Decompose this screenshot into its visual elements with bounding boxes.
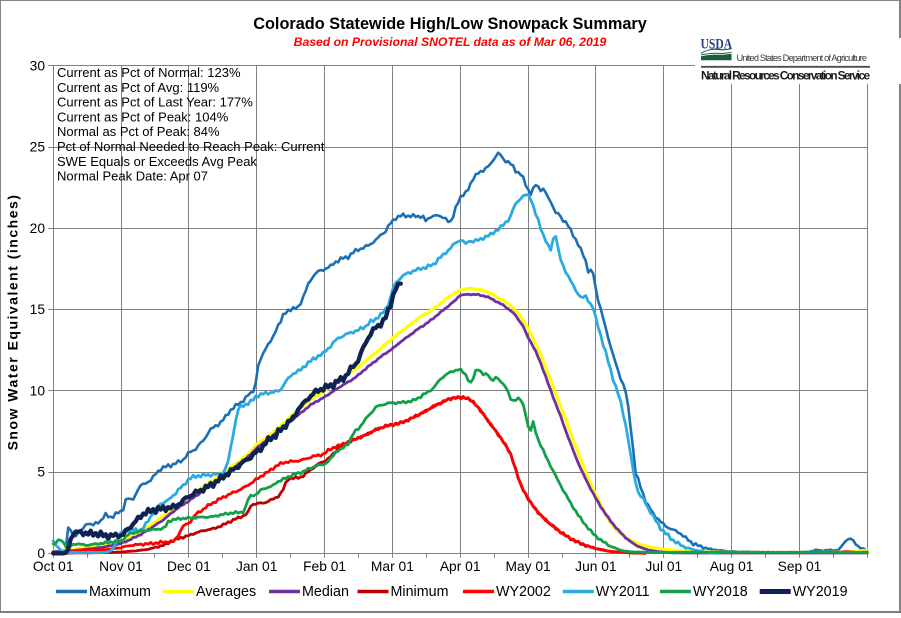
svg-text:United States Department of Ag: United States Department of Agriculture [737,53,868,63]
svg-text:SWE Equals or Exceeds Avg: SWE Equals or Exceeds Avg Peak [57,154,257,169]
svg-text:Pct of Normal Needed to Rea: Pct of Normal Needed to Reach Peak: Curr… [57,139,325,154]
svg-text:Current as Pct of Peak: 104: Current as Pct of Peak: 104% [57,109,229,124]
svg-text:Minimum: Minimum [391,584,449,600]
svg-text:30: 30 [30,58,46,73]
svg-text:WY2019: WY2019 [793,584,848,600]
svg-text:Feb 01: Feb 01 [303,559,346,574]
svg-text:Snow Water Equivalent (inches): Snow Water Equivalent (inches) [5,194,21,451]
svg-text:Colorado Statewide High/Low Sn: Colorado Statewide High/Low Snowpack Sum… [253,15,647,33]
svg-text:May 01: May 01 [505,559,550,574]
svg-text:10: 10 [30,383,46,398]
svg-text:Current as Pct of Normal: 1: Current as Pct of Normal: 123% [57,65,241,80]
svg-text:Maximum: Maximum [89,584,151,600]
svg-text:USDA: USDA [701,35,733,51]
svg-text:Normal Peak Date: Apr 07: Normal Peak Date: Apr 07 [57,169,208,184]
svg-text:Median: Median [302,584,349,600]
svg-text:Natural Resources Conservation: Natural Resources Conservation Service [701,69,870,83]
svg-text:15: 15 [30,302,46,317]
svg-text:20: 20 [30,221,46,236]
svg-text:Oct 01: Oct 01 [33,559,74,574]
svg-text:Averages: Averages [196,584,256,600]
svg-text:Nov 01: Nov 01 [99,559,143,574]
svg-text:Current as Pct of Last Year: Current as Pct of Last Year: 177% [57,95,253,110]
svg-text:WY2011: WY2011 [596,584,650,600]
svg-text:Normal as Pct of Peak: 84%: Normal as Pct of Peak: 84% [57,124,220,139]
svg-text:Mar 01: Mar 01 [371,559,414,574]
svg-text:Based on Provisional SNOTEL da: Based on Provisional SNOTEL data as of M… [294,35,607,49]
svg-text:Jul 01: Jul 01 [645,559,682,574]
svg-text:WY2002: WY2002 [496,584,551,600]
svg-text:Dec 01: Dec 01 [167,559,211,574]
svg-text:25: 25 [30,140,46,155]
svg-text:Apr 01: Apr 01 [440,559,481,574]
svg-text:Current as Pct of Avg: 119%: Current as Pct of Avg: 119% [57,80,220,95]
svg-text:WY2018: WY2018 [693,584,748,600]
svg-text:Sep 01: Sep 01 [778,559,822,574]
svg-text:Aug 01: Aug 01 [710,559,754,574]
svg-text:Jan 01: Jan 01 [236,559,277,574]
svg-text:0: 0 [37,546,45,561]
svg-text:5: 5 [37,465,45,480]
svg-text:Jun 01: Jun 01 [575,559,616,574]
